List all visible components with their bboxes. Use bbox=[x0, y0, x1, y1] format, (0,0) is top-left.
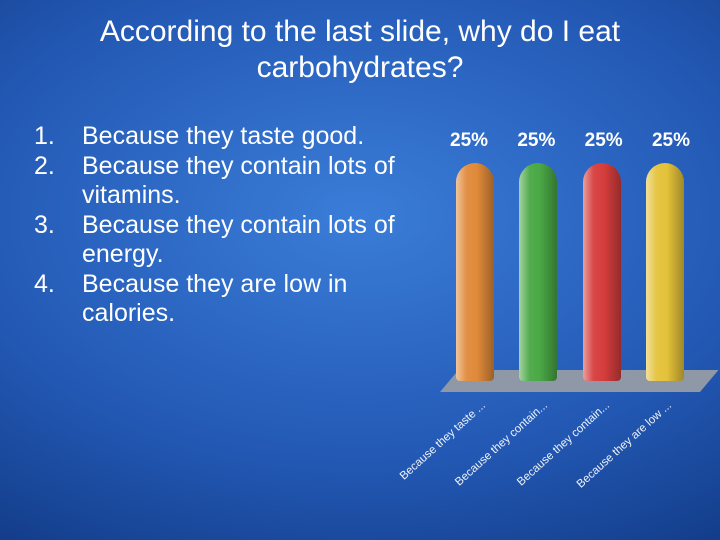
chart-bar bbox=[456, 163, 494, 381]
slide-title: According to the last slide, why do I ea… bbox=[0, 14, 720, 86]
chart-bar bbox=[519, 163, 557, 381]
answer-item: Because they contain lots of vitamins. bbox=[34, 152, 404, 211]
bar-wrap bbox=[519, 163, 557, 381]
pct-label: 25% bbox=[585, 130, 623, 152]
pct-row: 25% 25% 25% 25% bbox=[446, 130, 694, 152]
chart-plot bbox=[446, 162, 694, 392]
answer-item: Because they contain lots of energy. bbox=[34, 211, 404, 270]
bar-wrap bbox=[646, 163, 684, 381]
poll-chart: 25% 25% 25% 25% Because they taste ... B… bbox=[446, 130, 694, 510]
answer-item: Because they are low in calories. bbox=[34, 270, 404, 329]
bar-wrap bbox=[583, 163, 621, 381]
x-labels: Because they taste ... Because they cont… bbox=[440, 394, 700, 514]
pct-label: 25% bbox=[517, 130, 555, 152]
answer-item: Because they taste good. bbox=[34, 122, 404, 152]
x-label: Because they are low ... bbox=[569, 400, 674, 496]
answer-list: Because they taste good. Because they co… bbox=[34, 122, 404, 329]
x-label: Because they taste ... bbox=[383, 400, 488, 496]
x-label: Because they contain... bbox=[507, 400, 612, 496]
x-label: Because they contain... bbox=[445, 400, 550, 496]
bar-wrap bbox=[456, 163, 494, 381]
chart-bar bbox=[646, 163, 684, 381]
pct-label: 25% bbox=[652, 130, 690, 152]
chart-bar bbox=[583, 163, 621, 381]
chart-bars bbox=[446, 151, 694, 381]
pct-label: 25% bbox=[450, 130, 488, 152]
